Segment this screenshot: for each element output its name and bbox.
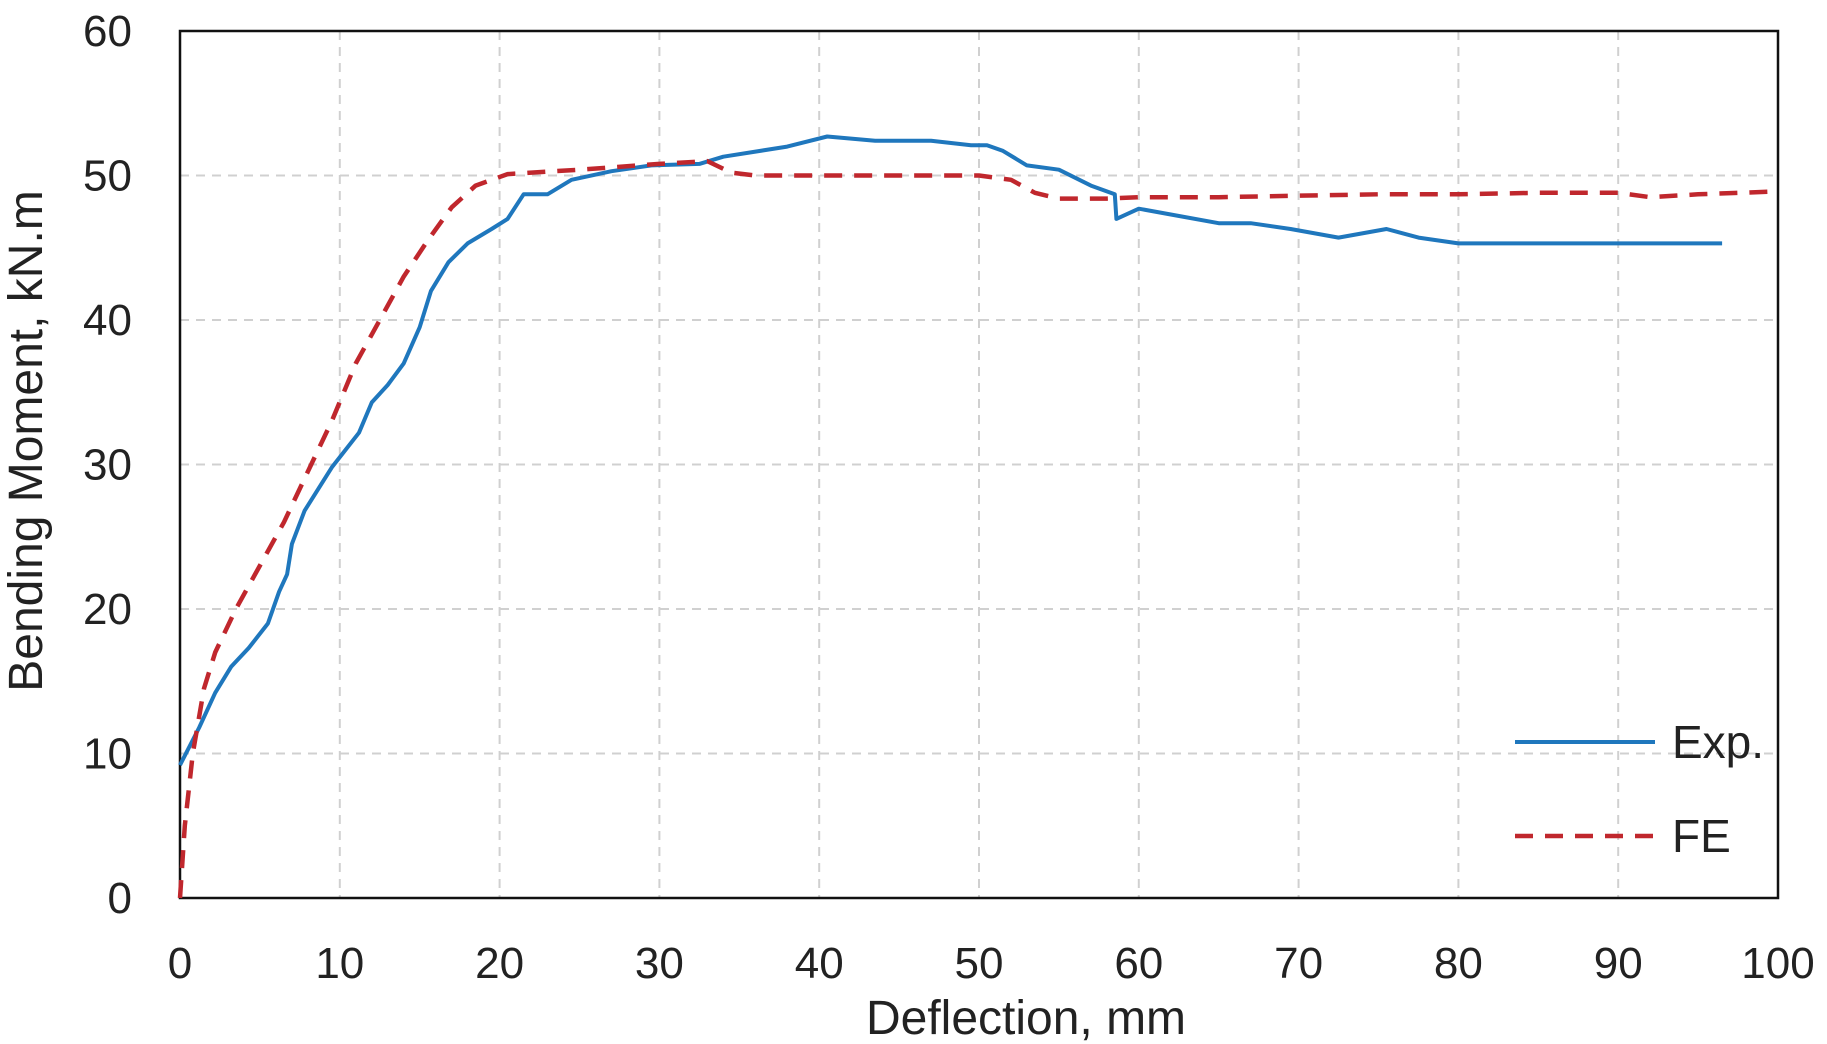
x-tick-label: 40 bbox=[795, 939, 844, 988]
x-tick-label: 10 bbox=[315, 939, 364, 988]
y-tick-label: 0 bbox=[108, 874, 132, 923]
y-tick-label: 60 bbox=[83, 7, 132, 56]
x-tick-label: 0 bbox=[168, 939, 192, 988]
series-layer bbox=[177, 134, 1779, 899]
grid-lines bbox=[180, 31, 1778, 898]
x-axis-title: Deflection, mm bbox=[866, 992, 1186, 1044]
series-line-exp bbox=[178, 134, 1723, 767]
y-tick-label: 20 bbox=[83, 585, 132, 634]
series-line-fe bbox=[177, 158, 1779, 899]
y-tick-label: 50 bbox=[83, 152, 132, 201]
x-tick-label: 90 bbox=[1594, 939, 1643, 988]
y-axis-ticks: 0 10 20 30 40 50 60 bbox=[83, 7, 132, 923]
y-axis-title: Bending Moment, kN.m bbox=[0, 190, 53, 692]
y-tick-label: 30 bbox=[83, 441, 132, 490]
x-tick-label: 60 bbox=[1114, 939, 1163, 988]
x-tick-label: 50 bbox=[955, 939, 1004, 988]
legend-label-exp: Exp. bbox=[1672, 716, 1764, 768]
legend-label-fe: FE bbox=[1672, 810, 1731, 862]
y-tick-label: 40 bbox=[83, 296, 132, 345]
legend: Exp. FE bbox=[1515, 716, 1764, 862]
x-tick-label: 20 bbox=[475, 939, 524, 988]
plot-area-frame bbox=[178, 29, 1780, 900]
x-tick-label: 70 bbox=[1274, 939, 1323, 988]
x-tick-label: 80 bbox=[1434, 939, 1483, 988]
x-axis-ticks: 0 10 20 30 40 50 60 70 80 90 100 bbox=[168, 939, 1815, 988]
x-tick-label: 30 bbox=[635, 939, 684, 988]
x-tick-label: 100 bbox=[1741, 939, 1814, 988]
y-tick-label: 10 bbox=[83, 730, 132, 779]
